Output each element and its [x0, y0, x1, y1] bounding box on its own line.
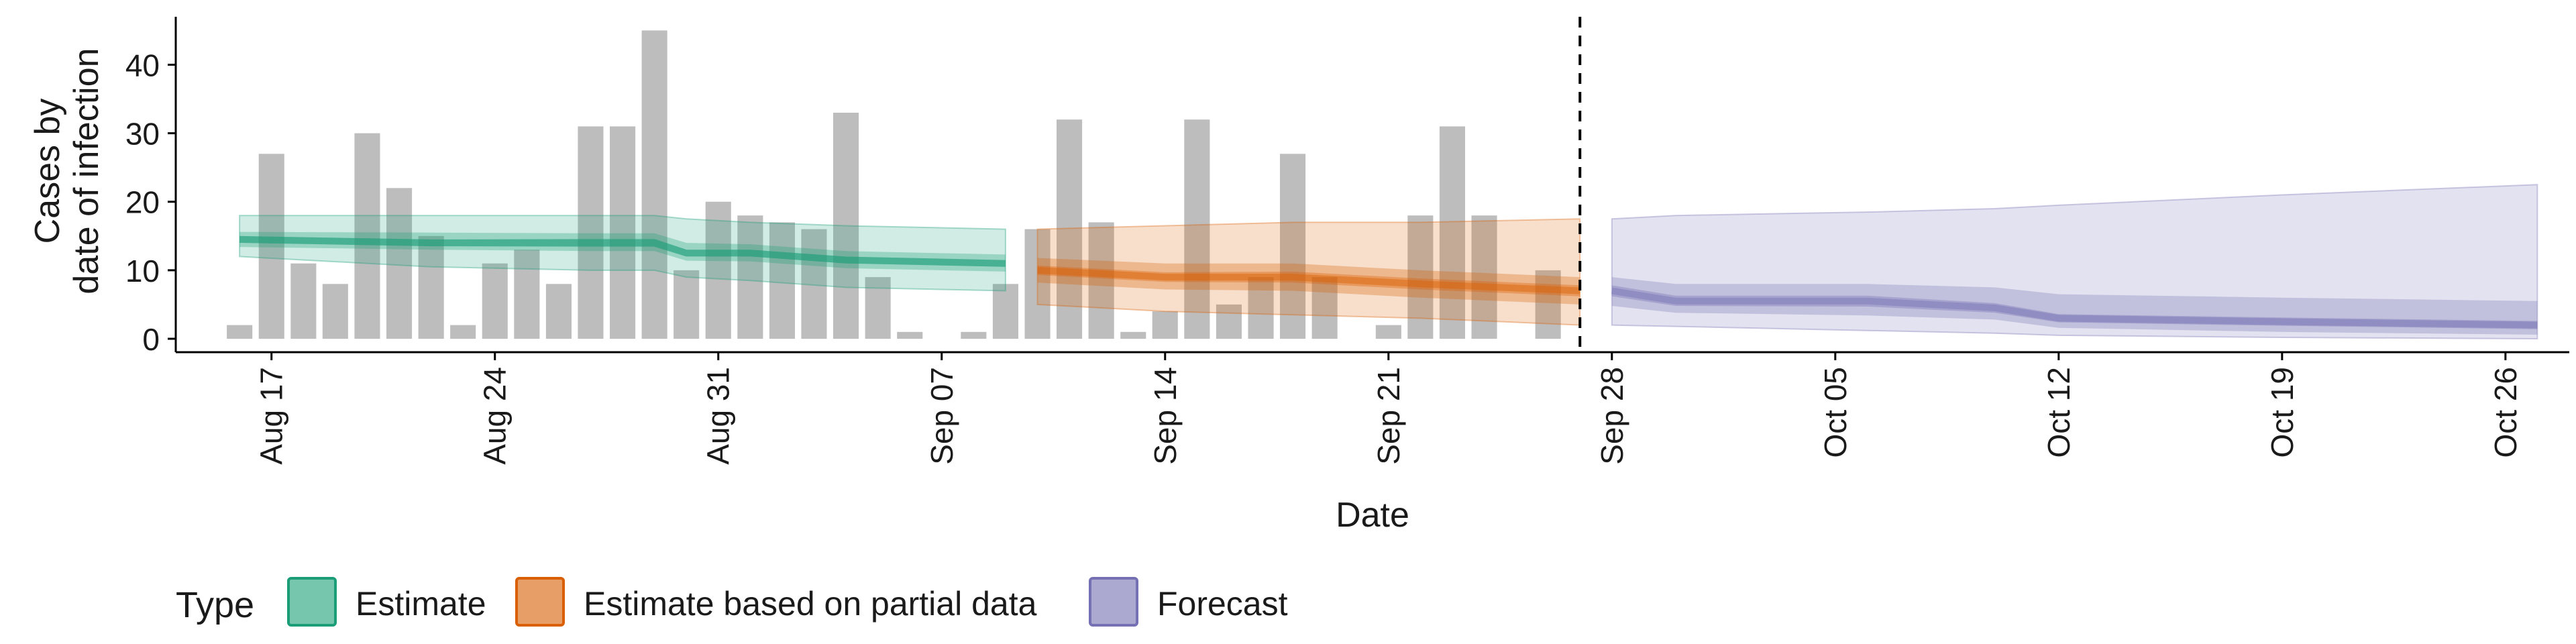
legend-key-estimate-based-on-partial-data — [515, 577, 565, 627]
case-bar — [897, 331, 923, 339]
forecast-band-20 — [1611, 285, 2538, 329]
median-lines — [239, 235, 2538, 329]
case-bar — [1184, 119, 1210, 339]
case-bar — [865, 277, 891, 339]
x-tick-label: Sep 14 — [1148, 367, 1183, 465]
case-bar — [227, 325, 253, 339]
case-bar — [1216, 304, 1242, 339]
case-bar — [482, 263, 508, 339]
case-bar — [514, 250, 540, 339]
x-tick-label: Sep 28 — [1595, 367, 1629, 465]
x-axis-ticks: Aug 17 Aug 24 Aug 31 Sep 07 Sep 14 Sep 21 Sep … — [254, 352, 2523, 465]
case-bar — [801, 229, 827, 339]
y-tick-label: 0 — [142, 322, 160, 357]
case-bar — [1088, 222, 1114, 339]
x-tick-label: Oct 19 — [2265, 367, 2300, 458]
case-bar — [322, 284, 348, 339]
case-bar — [1375, 325, 1401, 339]
estimate-median-line — [239, 235, 1006, 267]
legend-label-estimate: Estimate — [356, 585, 486, 623]
case-bar — [1439, 126, 1465, 339]
case-bar — [769, 222, 795, 339]
forecast-band-50 — [1611, 277, 2538, 335]
x-tick-label: Sep 21 — [1371, 367, 1406, 465]
case-bar — [1248, 277, 1274, 339]
y-tick-label: 10 — [125, 254, 160, 288]
legend-key-estimate — [287, 577, 337, 627]
case-bar — [1407, 215, 1434, 339]
legend: Type Estimate Estimate based on partial d… — [176, 577, 1288, 627]
estimate-based-on-partial-data-band-50 — [1037, 258, 1580, 305]
legend-key-forecast — [1089, 577, 1138, 627]
case-bar — [641, 30, 667, 339]
x-tick-label: Aug 17 — [254, 367, 289, 465]
case-bar — [992, 284, 1018, 339]
x-tick-label: Oct 26 — [2488, 367, 2523, 458]
x-tick-label: Aug 24 — [478, 367, 513, 465]
case-bar — [1280, 154, 1306, 339]
case-bar — [258, 154, 284, 339]
x-tick-label: Sep 07 — [924, 367, 959, 465]
x-tick-label: Aug 31 — [701, 367, 736, 465]
case-bar — [705, 201, 731, 339]
x-axis-title: Date — [1336, 496, 1409, 535]
y-tick-label: 40 — [125, 48, 160, 83]
estimate-bands — [239, 184, 2538, 340]
y-tick-label: 20 — [125, 185, 160, 220]
case-bar — [578, 126, 604, 339]
case-bar — [450, 325, 476, 339]
case-bar — [610, 126, 636, 339]
case-bar — [1311, 277, 1338, 339]
legend-label-forecast: Forecast — [1157, 585, 1288, 623]
case-bar — [418, 235, 444, 339]
case-bar — [833, 113, 859, 339]
x-tick-label: Oct 12 — [2041, 367, 2076, 458]
case-bar — [1024, 229, 1051, 339]
forecast-median-line — [1611, 287, 2538, 329]
y-tick-label: 30 — [125, 117, 160, 152]
case-bar — [1471, 215, 1497, 339]
estimate-band-20 — [239, 235, 1006, 267]
case-bar — [1057, 119, 1083, 339]
case-bar — [1535, 270, 1561, 339]
case-bar — [674, 270, 700, 339]
case-bar — [961, 331, 987, 339]
y-axis-title-line-2: date of infection — [67, 48, 106, 294]
estimate-band-50 — [239, 231, 1006, 272]
case-bar — [545, 284, 572, 339]
legend-title: Type — [176, 585, 254, 625]
case-bar — [1120, 331, 1146, 339]
x-tick-label: Oct 05 — [1818, 367, 1853, 458]
case-bar — [1152, 311, 1178, 339]
y-axis-ticks: 0 10 20 30 40 — [125, 48, 176, 357]
case-bar — [737, 215, 763, 339]
case-bar — [386, 188, 413, 339]
forecast-band-90 — [1611, 184, 2538, 340]
estimate-band-90 — [239, 215, 1006, 292]
legend-label-estimate-based-on-partial-data: Estimate based on partial data — [584, 585, 1037, 623]
y-axis-title-line-1: Cases by — [28, 99, 67, 244]
case-bar — [354, 133, 380, 339]
case-bar — [290, 263, 317, 339]
estimate-based-on-partial-data-band-20 — [1037, 265, 1580, 297]
reported-cases-bars — [227, 30, 1561, 339]
estimate-based-on-partial-data-median-line — [1037, 266, 1580, 294]
